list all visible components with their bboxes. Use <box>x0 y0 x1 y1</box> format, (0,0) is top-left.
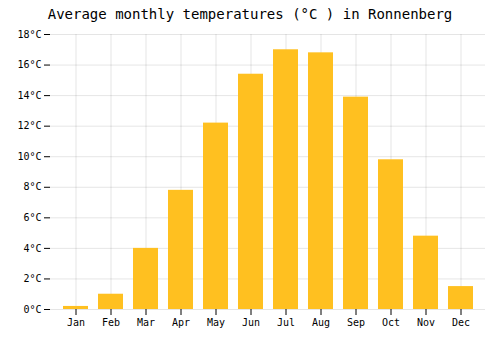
svg-text:Aug: Aug <box>312 317 330 328</box>
svg-text:10°C: 10°C <box>17 151 41 162</box>
svg-text:May: May <box>207 317 225 328</box>
svg-text:8°C: 8°C <box>23 181 41 192</box>
svg-text:Nov: Nov <box>417 317 435 328</box>
svg-text:Apr: Apr <box>172 317 190 328</box>
svg-text:0°C: 0°C <box>23 304 41 315</box>
svg-text:2°C: 2°C <box>23 273 41 284</box>
svg-text:Sep: Sep <box>347 317 365 328</box>
svg-text:18°C: 18°C <box>17 29 41 40</box>
svg-text:Dec: Dec <box>452 317 470 328</box>
svg-text:Oct: Oct <box>382 317 400 328</box>
svg-text:Jun: Jun <box>242 317 260 328</box>
svg-text:16°C: 16°C <box>17 59 41 70</box>
html-text:Average monthly temperatures (: Average monthly temperatures (°C ) in Ro… <box>47 6 453 22</box>
svg-text:12°C: 12°C <box>17 120 41 131</box>
svg-text:Jul: Jul <box>277 317 295 328</box>
svg-text:Feb: Feb <box>102 317 120 328</box>
svg-text:Jan: Jan <box>67 317 85 328</box>
svg-text:6°C: 6°C <box>23 212 41 223</box>
svg-text:4°C: 4°C <box>23 243 41 254</box>
svg-text:Mar: Mar <box>137 317 155 328</box>
svg-text:14°C: 14°C <box>17 90 41 101</box>
